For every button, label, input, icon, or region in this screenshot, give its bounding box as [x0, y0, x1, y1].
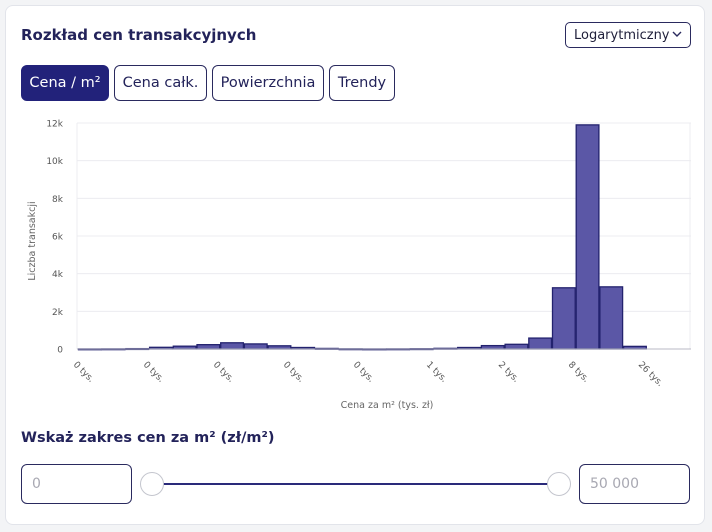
- y-tick-label: 4k: [52, 270, 64, 280]
- x-tick-label: 2 tys.: [496, 360, 521, 385]
- histogram-bar: [243, 343, 268, 350]
- range-section-title: Wskaż zakres cen za m² (zł/m²): [21, 430, 275, 446]
- max-price-input[interactable]: [579, 464, 690, 504]
- x-axis-label: Cena za m² (tys. zł): [341, 400, 434, 411]
- histogram-bar: [196, 344, 221, 350]
- min-price-input[interactable]: [21, 464, 132, 504]
- price-range-slider-track[interactable]: [155, 483, 558, 485]
- tab-area[interactable]: Powierzchnia: [212, 65, 324, 101]
- x-tick-label: 26 tys.: [636, 360, 665, 389]
- scale-select-value: Logarytmiczny: [574, 27, 670, 43]
- x-tick-label: 1 tys.: [424, 360, 449, 385]
- x-tick-label: 0 tys.: [351, 360, 376, 385]
- price-range-min-thumb[interactable]: [140, 472, 164, 496]
- scale-select[interactable]: Logarytmiczny: [565, 22, 691, 48]
- x-tick-label: 0 tys.: [211, 360, 236, 385]
- histogram-bar: [575, 124, 600, 350]
- histogram-bar: [220, 342, 245, 350]
- histogram-bar: [551, 287, 576, 350]
- x-tick-label: 0 tys.: [141, 360, 166, 385]
- x-tick-label: 0 tys.: [71, 360, 96, 385]
- price-range-max-thumb[interactable]: [547, 472, 571, 496]
- histogram-bar: [528, 337, 553, 350]
- histogram-bar: [480, 344, 505, 350]
- tab-total-price[interactable]: Cena całk.: [114, 65, 207, 101]
- y-tick-label: 0: [57, 346, 63, 356]
- y-tick-label: 6k: [52, 233, 64, 243]
- histogram-chart: 0 2k 4k 6k 8k 10k 12k 0 tys. 0 tys. 0 tys. 0 tys. 0…: [27, 120, 691, 411]
- y-tick-label: 8k: [52, 195, 64, 205]
- tab-price-per-m2[interactable]: Cena / m²: [21, 65, 109, 101]
- y-tick-label: 10k: [46, 157, 63, 167]
- y-axis-label: Liczba transakcji: [27, 201, 38, 280]
- y-tick-label: 12k: [46, 120, 63, 130]
- x-tick-label: 0 tys.: [281, 360, 306, 385]
- histogram-bar: [599, 286, 624, 350]
- card-title: Rozkład cen transakcyjnych: [21, 26, 257, 44]
- y-tick-label: 2k: [52, 308, 64, 318]
- x-tick-label: 8 tys.: [566, 360, 591, 385]
- histogram-bar: [504, 343, 529, 350]
- tab-trends[interactable]: Trendy: [329, 65, 395, 101]
- price-distribution-card: Rozkład cen transakcyjnych Logarytmiczny…: [5, 5, 705, 525]
- chevron-down-icon: [672, 31, 682, 37]
